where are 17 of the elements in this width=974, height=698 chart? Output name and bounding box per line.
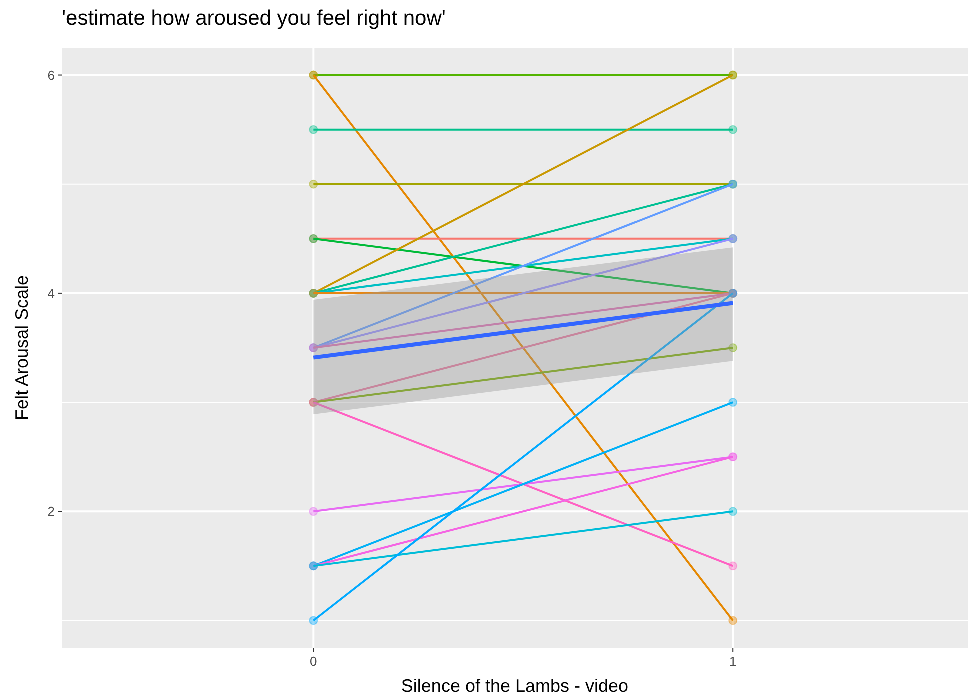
point — [309, 507, 318, 516]
point — [309, 616, 318, 626]
y-tick-label: 2 — [48, 504, 55, 520]
point — [309, 125, 318, 134]
chart-title: 'estimate how aroused you feel right now' — [62, 7, 446, 30]
x-tick-label: 1 — [729, 654, 737, 669]
point — [728, 125, 738, 134]
y-axis-title: Felt Arousal Scale — [12, 275, 32, 421]
y-tick-label: 4 — [48, 286, 55, 302]
x-axis-title: Silence of the Lambs - video — [401, 676, 629, 696]
point — [728, 398, 738, 408]
point — [728, 562, 738, 571]
point — [728, 616, 738, 626]
y-tick-label: 6 — [48, 68, 55, 83]
x-tick-label: 0 — [310, 654, 318, 669]
point — [728, 507, 738, 516]
point — [309, 180, 318, 189]
